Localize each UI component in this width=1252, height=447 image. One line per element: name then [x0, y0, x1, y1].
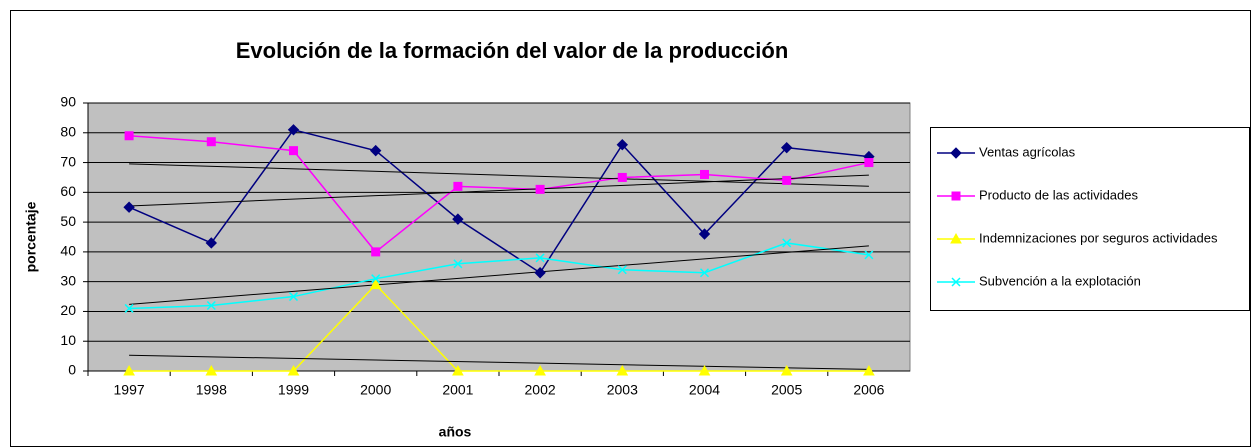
marker — [206, 137, 216, 147]
y-tick-label: 10 — [60, 332, 76, 348]
marker — [287, 364, 300, 376]
y-tick-label: 0 — [68, 362, 76, 378]
marker — [699, 268, 710, 278]
marker — [780, 364, 793, 376]
marker — [535, 184, 545, 194]
marker — [864, 250, 874, 260]
y-tick-label: 80 — [60, 123, 76, 139]
marker — [124, 303, 134, 313]
marker — [951, 191, 961, 201]
x-tick-label: 1998 — [196, 382, 227, 398]
chart-title: Evolución de la formación del valor de l… — [236, 38, 789, 63]
marker — [452, 364, 464, 376]
legend-label: Ventas agrícolas — [979, 144, 1076, 159]
marker — [452, 213, 464, 225]
marker — [951, 277, 961, 287]
y-tick-label: 40 — [60, 243, 76, 259]
marker — [124, 131, 134, 141]
marker — [371, 274, 381, 284]
marker — [371, 247, 381, 257]
marker — [950, 232, 962, 244]
marker — [782, 175, 792, 185]
x-tick-label: 2002 — [525, 382, 556, 398]
marker — [780, 141, 793, 154]
marker — [863, 364, 875, 376]
legend-label: Subvención a la explotación — [979, 273, 1141, 288]
trendline — [129, 163, 869, 187]
marker — [535, 253, 545, 263]
marker — [123, 364, 135, 376]
series-line — [128, 128, 869, 274]
trendline — [129, 174, 869, 207]
marker — [123, 201, 135, 213]
x-tick-label: 2000 — [360, 382, 391, 398]
x-tick-label: 1999 — [278, 382, 309, 398]
marker — [205, 364, 218, 376]
marker — [369, 278, 382, 290]
legend-label: Indemnizaciones por seguros actividades — [979, 230, 1218, 245]
marker — [287, 124, 300, 136]
marker — [950, 147, 962, 159]
marker — [700, 169, 709, 179]
marker — [205, 237, 218, 249]
marker — [864, 158, 874, 168]
y-tick-label: 70 — [60, 153, 76, 169]
legend-label: Producto de las actividades — [979, 187, 1138, 202]
series-line — [129, 283, 869, 372]
x-tick-label: 1997 — [114, 382, 145, 398]
marker — [289, 146, 298, 156]
marker — [534, 267, 546, 279]
x-tick-label: 2006 — [853, 382, 884, 398]
y-tick-label: 30 — [60, 272, 76, 288]
marker — [617, 172, 627, 182]
marker — [206, 300, 216, 311]
marker — [453, 181, 463, 191]
marker — [698, 364, 711, 376]
y-tick-label: 60 — [60, 183, 76, 199]
y-axis-label: porcentaje — [23, 201, 39, 272]
marker — [534, 364, 546, 376]
marker — [782, 238, 792, 248]
marker — [453, 259, 463, 269]
series-line — [129, 135, 870, 253]
marker — [617, 265, 627, 275]
x-tick-label: 2003 — [607, 382, 638, 398]
x-tick-label: 2004 — [689, 382, 720, 398]
marker — [616, 138, 629, 151]
marker — [369, 144, 382, 157]
trendline — [129, 354, 869, 370]
marker — [616, 364, 629, 376]
y-tick-label: 90 — [60, 94, 76, 110]
series-line — [129, 242, 870, 310]
marker — [288, 292, 299, 302]
marker — [698, 228, 711, 240]
y-tick-label: 20 — [60, 302, 76, 318]
x-tick-label: 2001 — [442, 382, 473, 398]
x-tick-label: 2005 — [771, 382, 802, 398]
y-tick-label: 50 — [60, 213, 76, 229]
trendline — [129, 245, 869, 305]
legend-box — [930, 127, 1250, 311]
x-axis-label: años — [439, 424, 472, 440]
